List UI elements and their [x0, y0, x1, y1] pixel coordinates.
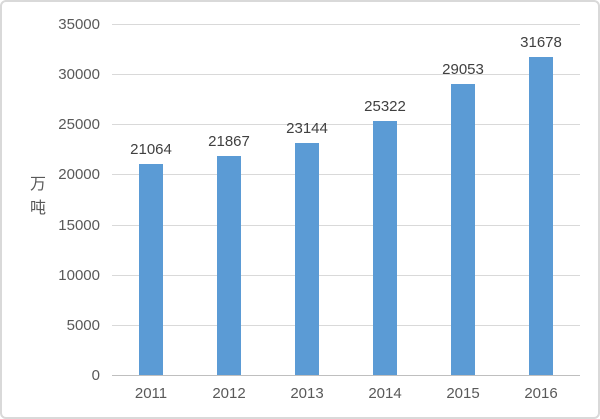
bar-2016 — [529, 57, 553, 375]
gridline — [112, 124, 580, 126]
bar-value-label: 23144 — [286, 119, 328, 137]
gridline — [112, 274, 580, 276]
gridline — [112, 174, 580, 176]
y-tick-label: 10000 — [58, 266, 100, 284]
y-axis-title: 万吨 — [29, 176, 46, 217]
bar-2011 — [139, 163, 163, 375]
y-tick-label: 15000 — [58, 216, 100, 234]
bar-2014 — [373, 121, 397, 375]
x-tick-label: 2011 — [134, 385, 168, 402]
x-tick-label: 2016 — [524, 385, 558, 402]
y-tick-label: 25000 — [58, 116, 100, 134]
gridline — [112, 224, 580, 226]
x-tick-label: 2014 — [368, 385, 402, 402]
y-tick-label: 5000 — [66, 316, 100, 334]
y-tick-label: 20000 — [58, 166, 100, 184]
bar-value-label: 21867 — [208, 132, 250, 150]
bar-value-label: 29053 — [442, 60, 484, 78]
y-tick-label: 35000 — [58, 16, 100, 33]
bar-2015 — [451, 83, 475, 375]
x-axis-line — [112, 375, 580, 376]
gridline — [112, 24, 580, 25]
y-tick-label: 0 — [91, 367, 100, 384]
x-tick-label: 2012 — [212, 385, 246, 402]
bar-2013 — [295, 142, 319, 375]
bar-value-label: 21064 — [130, 140, 172, 158]
bar-2012 — [217, 155, 241, 375]
x-tick-label: 2013 — [290, 385, 324, 402]
gridline — [112, 74, 580, 76]
x-tick-label: 2015 — [446, 385, 480, 402]
bar-value-label: 31678 — [520, 34, 562, 52]
bar-value-label: 25322 — [364, 98, 406, 116]
gridline — [112, 324, 580, 326]
y-tick-label: 30000 — [58, 66, 100, 84]
